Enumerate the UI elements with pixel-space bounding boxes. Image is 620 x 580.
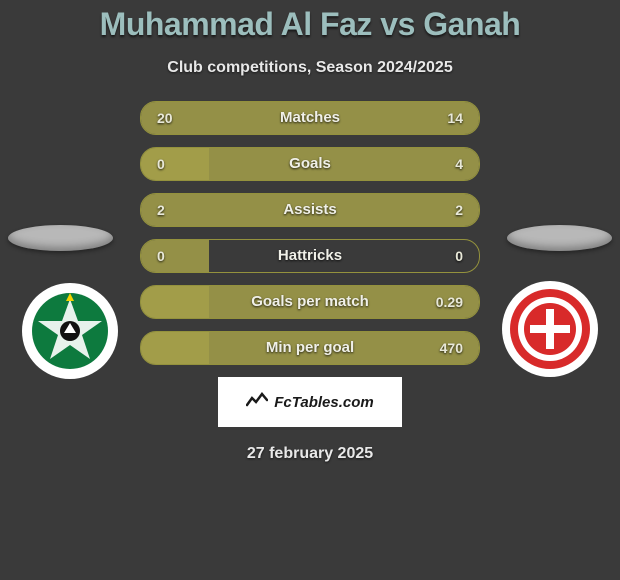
stat-label: Min per goal bbox=[141, 332, 479, 364]
brand-text: FcTables.com bbox=[274, 394, 373, 411]
team-right-badge bbox=[500, 279, 600, 379]
stat-row: 0Goals4 bbox=[140, 147, 480, 181]
stat-value-right: 0.29 bbox=[436, 286, 463, 318]
stat-value-right: 0 bbox=[455, 240, 463, 272]
stat-row: Min per goal470 bbox=[140, 331, 480, 365]
player-left-avatar bbox=[8, 225, 113, 251]
brand-logo: FcTables.com bbox=[218, 377, 402, 427]
stat-row: 20Matches14 bbox=[140, 101, 480, 135]
footer-date: 27 february 2025 bbox=[0, 445, 620, 463]
stat-label: Goals per match bbox=[141, 286, 479, 318]
page-title: Muhammad Al Faz vs Ganah bbox=[0, 0, 620, 43]
brand-icon bbox=[246, 392, 268, 412]
stat-value-right: 4 bbox=[455, 148, 463, 180]
stat-value-right: 470 bbox=[440, 332, 463, 364]
stat-row: Goals per match0.29 bbox=[140, 285, 480, 319]
comparison-content: 20Matches140Goals42Assists20Hattricks0Go… bbox=[0, 101, 620, 365]
team-left-badge bbox=[20, 281, 120, 381]
stat-label: Assists bbox=[141, 194, 479, 226]
stat-row: 0Hattricks0 bbox=[140, 239, 480, 273]
stats-list: 20Matches140Goals42Assists20Hattricks0Go… bbox=[140, 101, 480, 365]
player-right-avatar bbox=[507, 225, 612, 251]
subtitle-season: Club competitions, Season 2024/2025 bbox=[0, 59, 620, 77]
stat-row: 2Assists2 bbox=[140, 193, 480, 227]
stat-label: Goals bbox=[141, 148, 479, 180]
stat-label: Matches bbox=[141, 102, 479, 134]
stat-label: Hattricks bbox=[141, 240, 479, 272]
stat-value-right: 2 bbox=[455, 194, 463, 226]
stat-value-right: 14 bbox=[447, 102, 463, 134]
